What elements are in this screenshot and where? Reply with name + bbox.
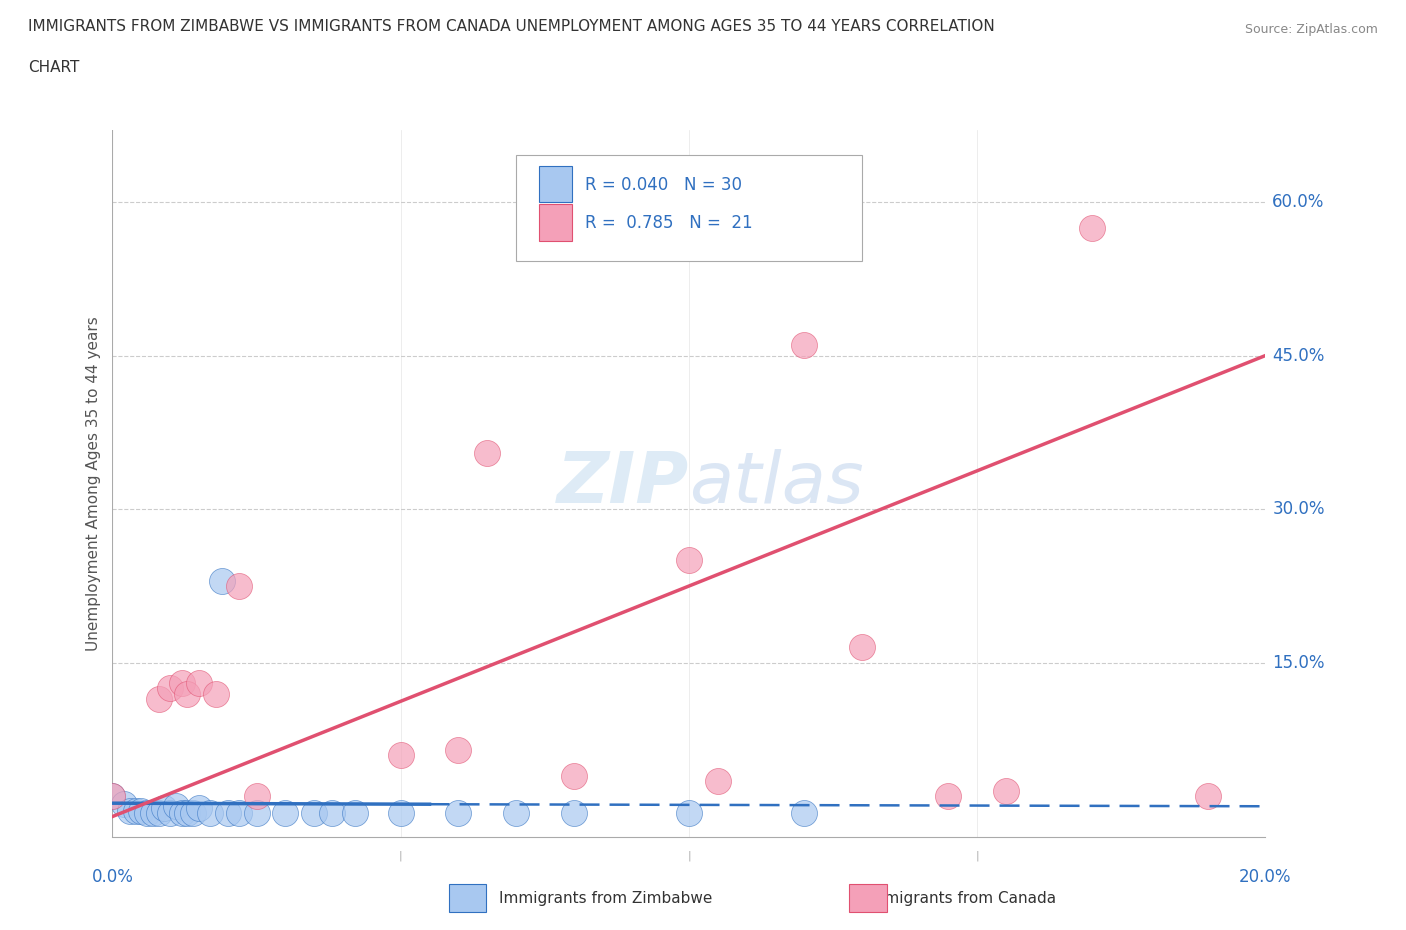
Text: 20.0%: 20.0% bbox=[1239, 868, 1292, 885]
Point bbox=[211, 574, 233, 589]
Point bbox=[188, 801, 211, 816]
Text: R =  0.785   N =  21: R = 0.785 N = 21 bbox=[585, 215, 752, 232]
Point bbox=[245, 806, 267, 821]
Point bbox=[176, 686, 198, 701]
Point bbox=[321, 806, 343, 821]
Point bbox=[142, 806, 165, 821]
Text: 30.0%: 30.0% bbox=[1272, 500, 1324, 518]
Point bbox=[200, 806, 222, 821]
Point bbox=[205, 686, 228, 701]
Point bbox=[343, 806, 366, 821]
Point bbox=[245, 789, 267, 804]
Text: |: | bbox=[688, 851, 690, 861]
FancyBboxPatch shape bbox=[538, 166, 572, 203]
Point bbox=[1197, 789, 1219, 804]
Text: Immigrants from Zimbabwe: Immigrants from Zimbabwe bbox=[499, 891, 713, 906]
Text: 0.0%: 0.0% bbox=[91, 868, 134, 885]
Point bbox=[112, 797, 135, 812]
Point bbox=[165, 799, 187, 814]
Point bbox=[228, 806, 250, 821]
Point bbox=[793, 806, 815, 821]
Point bbox=[678, 553, 700, 568]
Point bbox=[995, 783, 1018, 798]
Point bbox=[170, 806, 193, 821]
Point bbox=[136, 806, 159, 821]
FancyBboxPatch shape bbox=[538, 205, 572, 241]
Point bbox=[389, 806, 412, 821]
Point bbox=[851, 640, 873, 655]
Point bbox=[304, 806, 326, 821]
Point bbox=[148, 806, 170, 821]
Point bbox=[793, 338, 815, 352]
Text: 15.0%: 15.0% bbox=[1272, 654, 1324, 671]
Text: CHART: CHART bbox=[28, 60, 80, 75]
Text: atlas: atlas bbox=[689, 449, 863, 518]
Y-axis label: Unemployment Among Ages 35 to 44 years: Unemployment Among Ages 35 to 44 years bbox=[86, 316, 101, 651]
Point bbox=[228, 578, 250, 593]
Point bbox=[505, 806, 527, 821]
Text: Source: ZipAtlas.com: Source: ZipAtlas.com bbox=[1244, 23, 1378, 36]
Point bbox=[274, 806, 297, 821]
Point bbox=[124, 804, 146, 818]
Point bbox=[389, 748, 412, 763]
Text: 45.0%: 45.0% bbox=[1272, 347, 1324, 365]
Point bbox=[706, 773, 728, 788]
Point bbox=[562, 768, 585, 783]
Point bbox=[153, 801, 176, 816]
Text: Immigrants from Canada: Immigrants from Canada bbox=[865, 891, 1056, 906]
Point bbox=[118, 804, 141, 818]
Point bbox=[1081, 220, 1104, 235]
Point bbox=[217, 806, 239, 821]
Text: 60.0%: 60.0% bbox=[1272, 193, 1324, 211]
Text: R = 0.040   N = 30: R = 0.040 N = 30 bbox=[585, 176, 742, 193]
Point bbox=[129, 804, 153, 818]
Point bbox=[159, 681, 181, 696]
Point bbox=[101, 789, 124, 804]
Point bbox=[148, 691, 170, 706]
Point bbox=[447, 806, 470, 821]
Point bbox=[170, 676, 193, 691]
Point bbox=[936, 789, 959, 804]
Point bbox=[447, 742, 470, 757]
Text: IMMIGRANTS FROM ZIMBABWE VS IMMIGRANTS FROM CANADA UNEMPLOYMENT AMONG AGES 35 TO: IMMIGRANTS FROM ZIMBABWE VS IMMIGRANTS F… bbox=[28, 19, 995, 33]
Point bbox=[101, 789, 124, 804]
Point bbox=[176, 806, 198, 821]
Point bbox=[188, 676, 211, 691]
Point bbox=[562, 806, 585, 821]
Point bbox=[159, 806, 181, 821]
Text: |: | bbox=[976, 851, 979, 861]
Point bbox=[678, 806, 700, 821]
Text: |: | bbox=[399, 851, 402, 861]
FancyBboxPatch shape bbox=[516, 155, 862, 261]
Point bbox=[475, 445, 498, 460]
Text: ZIP: ZIP bbox=[557, 449, 689, 518]
Point bbox=[181, 806, 204, 821]
